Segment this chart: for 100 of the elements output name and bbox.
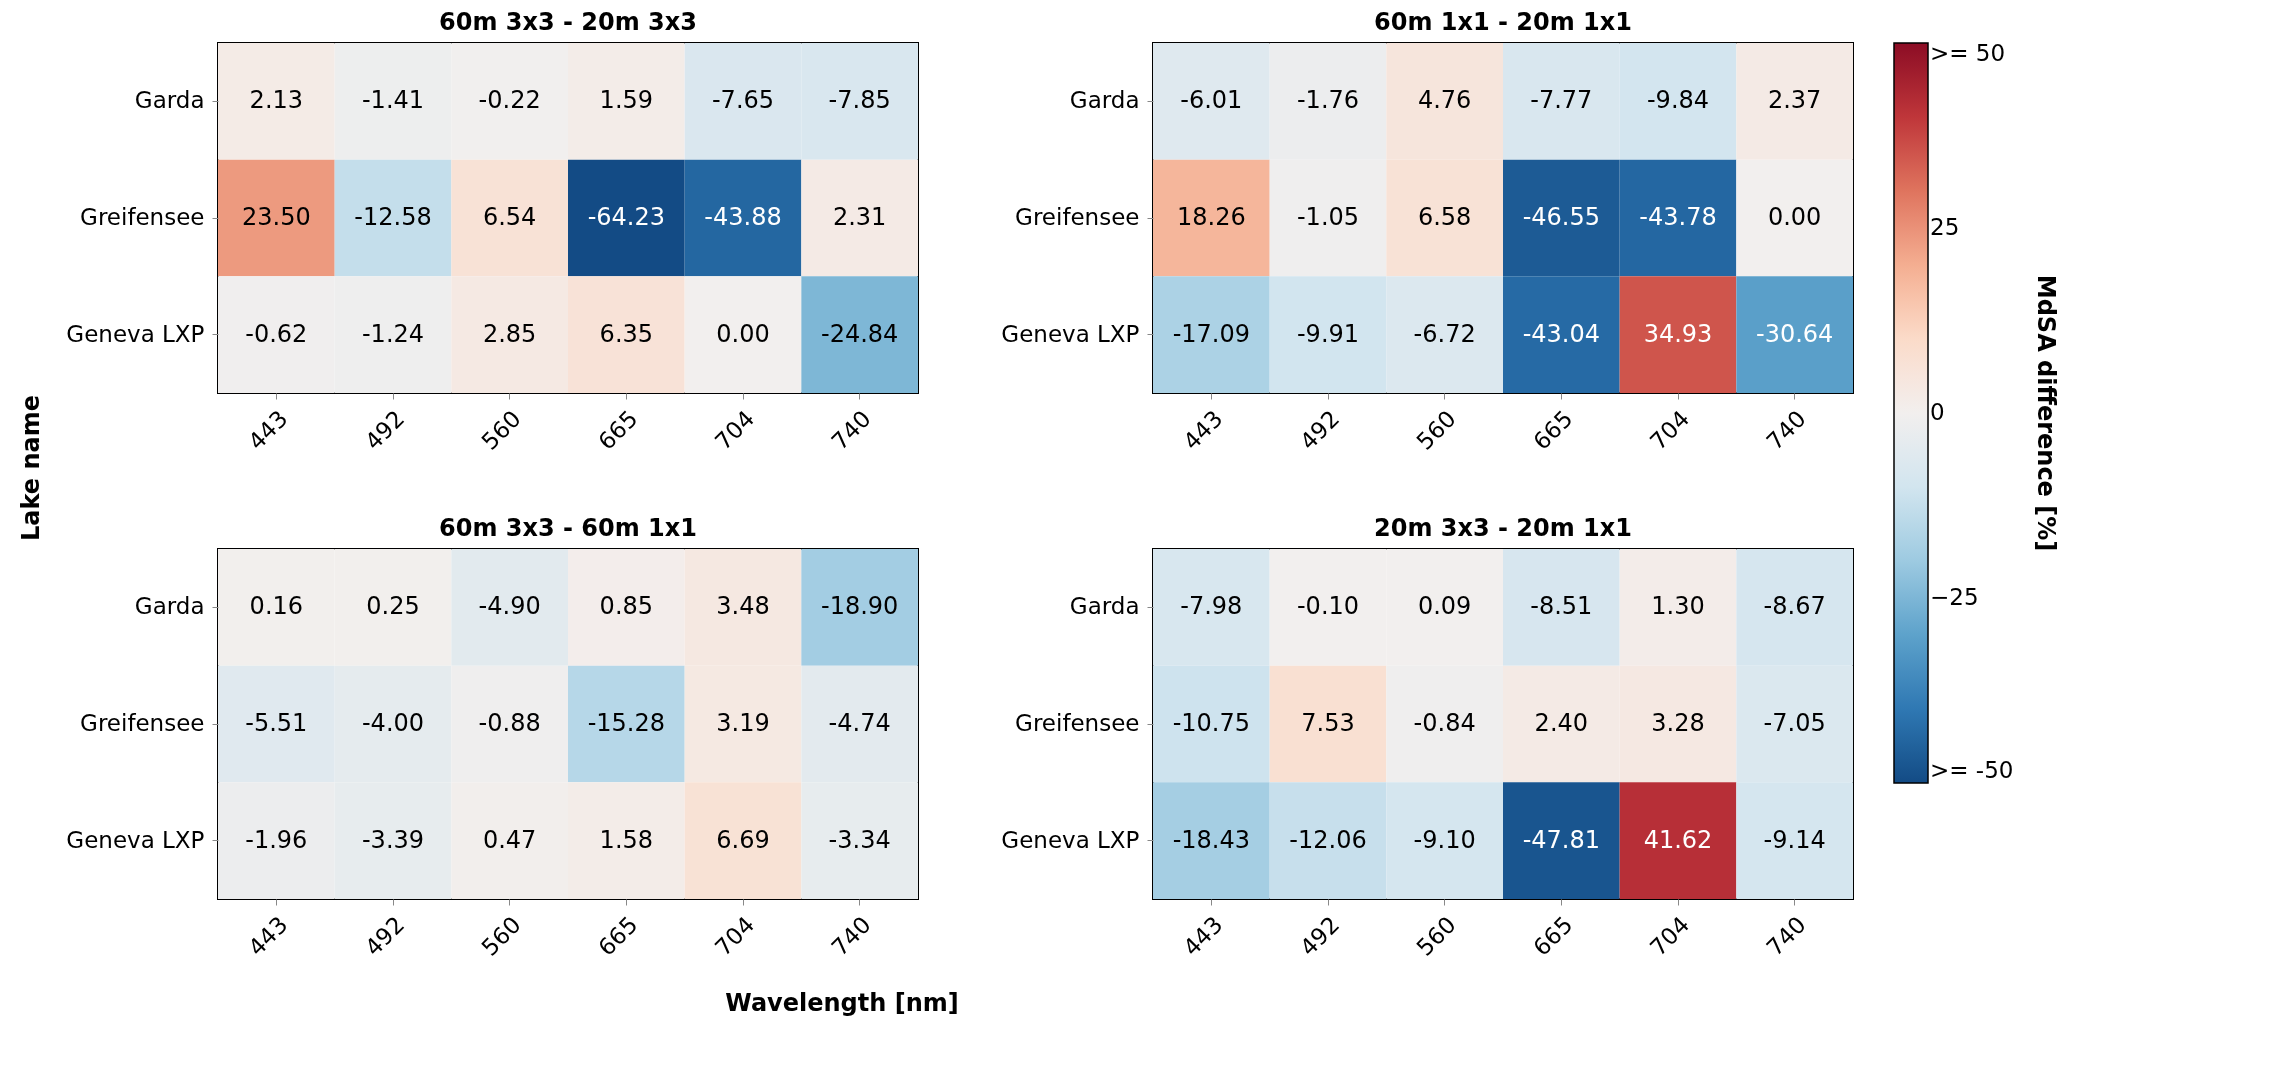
x-tick-label: 704 (1644, 405, 1695, 455)
x-tick-label: 492 (359, 911, 410, 961)
data-label: 0.47 (482, 825, 537, 854)
chart-title: 60m 1x1 - 20m 1x1 (1374, 8, 1632, 36)
data-label: -64.23 (587, 203, 666, 231)
data-label: -10.75 (1172, 709, 1251, 737)
data-label: -0.62 (245, 319, 308, 348)
data-label: -15.28 (587, 709, 666, 737)
data-label: 18.26 (1176, 203, 1246, 231)
data-label: -0.22 (478, 86, 541, 115)
x-tick-label: 665 (1528, 911, 1578, 961)
x-tick-label: 665 (593, 405, 643, 455)
data-label: -9.91 (1296, 319, 1360, 348)
data-label: -8.51 (1530, 592, 1593, 621)
data-label: -24.84 (820, 319, 899, 348)
data-label: -0.10 (1296, 592, 1360, 621)
data-label: 0.00 (716, 319, 770, 348)
y-tick-label: Garda (1069, 593, 1140, 620)
x-tick-label: 665 (1528, 405, 1578, 455)
x-tick-label: 740 (826, 911, 876, 961)
data-label: -1.76 (1296, 86, 1360, 115)
data-label: 6.58 (1417, 203, 1472, 231)
data-label: -1.24 (361, 319, 425, 348)
data-label: -1.05 (1296, 203, 1360, 231)
data-label: 3.19 (716, 709, 770, 737)
x-axis-title: Wavelength [nm] (725, 989, 959, 1017)
color-bar-label: >= -50 (1930, 757, 2014, 783)
y-axis-title: Lake name (17, 394, 45, 542)
y-tick-label: Greifensee (1015, 204, 1140, 230)
y-tick-label: Geneva LXP (1001, 826, 1140, 853)
data-label: 4.76 (1417, 86, 1472, 115)
data-label: -46.55 (1522, 203, 1601, 231)
y-tick-label: Geneva LXP (66, 826, 205, 853)
x-tick-label: 443 (1178, 911, 1228, 961)
data-label: -43.78 (1639, 203, 1717, 231)
data-label: -7.85 (828, 86, 891, 115)
data-label: -0.84 (1413, 709, 1476, 737)
data-label: -5.51 (245, 709, 308, 737)
data-label: -8.67 (1763, 592, 1826, 621)
chart-title: 60m 3x3 - 20m 3x3 (439, 8, 697, 36)
data-label: -0.88 (478, 709, 541, 737)
y-tick-label: Greifensee (1015, 710, 1140, 736)
data-label: -18.90 (820, 592, 899, 621)
y-tick-label: Geneva LXP (1001, 320, 1140, 347)
data-label: -7.65 (711, 86, 775, 115)
data-label: 6.54 (482, 203, 537, 231)
x-tick-label: 443 (243, 911, 293, 961)
data-label: 6.69 (716, 825, 770, 854)
y-tick-label: Greifensee (80, 710, 205, 736)
data-label: -9.84 (1646, 86, 1710, 115)
chart-title: 60m 3x3 - 60m 1x1 (439, 514, 697, 542)
x-tick-label: 492 (1294, 911, 1345, 961)
chart-title: 20m 3x3 - 20m 1x1 (1374, 514, 1632, 542)
data-label: -6.01 (1180, 86, 1243, 115)
y-tick-label: Greifensee (80, 204, 205, 230)
data-label: 1.30 (1651, 592, 1705, 621)
data-label: 2.31 (832, 203, 887, 231)
y-tick-label: Garda (134, 593, 205, 620)
x-tick-label: 740 (1761, 405, 1811, 455)
data-label: -3.34 (828, 825, 891, 854)
x-tick-label: 560 (476, 911, 526, 961)
data-label: -17.09 (1172, 319, 1251, 348)
color-bar-label: −25 (1930, 584, 1979, 610)
data-label: 0.00 (1767, 203, 1822, 231)
data-label: 1.59 (599, 86, 654, 115)
data-label: 34.93 (1643, 319, 1713, 348)
data-label: -3.39 (361, 825, 425, 854)
data-label: -1.96 (245, 825, 308, 854)
data-label: 2.40 (1534, 709, 1589, 737)
x-tick-label: 443 (1178, 405, 1228, 455)
color-bar-label: >= 50 (1930, 40, 2006, 66)
data-label: -4.74 (828, 709, 891, 737)
data-label: -18.43 (1172, 825, 1251, 854)
data-label: 23.50 (241, 203, 311, 231)
x-tick-label: 665 (593, 911, 643, 961)
color-bar-label: 0 (1930, 399, 1945, 425)
color-bar-label: 25 (1930, 214, 1960, 240)
x-tick-label: 560 (1411, 911, 1461, 961)
color-bar-title: MdSA difference [%] (2032, 274, 2060, 552)
x-tick-label: 740 (826, 405, 876, 455)
data-label: -12.58 (354, 203, 432, 231)
data-label: -30.64 (1755, 319, 1834, 348)
data-label: -6.72 (1413, 319, 1476, 348)
data-label: 3.28 (1651, 709, 1705, 737)
y-tick-label: Garda (134, 87, 205, 114)
x-tick-label: 492 (1294, 405, 1345, 455)
data-label: -7.05 (1763, 709, 1826, 737)
x-tick-label: 704 (709, 405, 760, 455)
y-tick-label: Geneva LXP (66, 320, 205, 347)
y-tick-label: Garda (1069, 87, 1140, 114)
data-label: -12.06 (1289, 825, 1367, 854)
data-label: 0.16 (249, 592, 304, 621)
data-label: 0.09 (1417, 592, 1472, 621)
x-tick-label: 560 (1411, 405, 1461, 455)
data-label: -47.81 (1522, 825, 1601, 854)
data-label: 0.25 (366, 592, 420, 621)
data-label: 3.48 (716, 592, 770, 621)
data-label: 7.53 (1301, 709, 1355, 737)
data-label: 0.85 (599, 592, 654, 621)
x-tick-label: 704 (709, 911, 760, 961)
